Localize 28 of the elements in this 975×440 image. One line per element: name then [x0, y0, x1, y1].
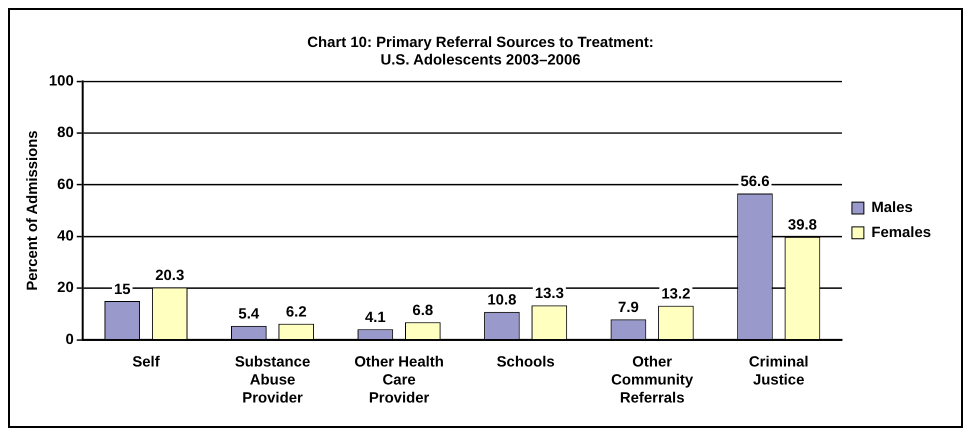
data-label: 15 — [114, 282, 131, 298]
data-label: 10.8 — [487, 292, 516, 309]
data-label: 56.6 — [740, 174, 770, 190]
y-axis-title: Percent of Admissions — [24, 130, 42, 291]
x-tick-label: Self — [132, 354, 160, 371]
y-tick-label: 20 — [57, 280, 74, 296]
chart-title: Chart 10: Primary Referral Sources to Treatment: U.S. Adolescents 2003–2006 — [307, 34, 654, 69]
x-tick-label: Criminal Justice — [748, 354, 809, 389]
y-tick-label: 0 — [65, 332, 74, 348]
legend-label: Females — [871, 224, 932, 241]
data-label: 6.2 — [286, 304, 307, 320]
y-tick-label: 80 — [57, 125, 74, 142]
x-tick-label: Substance Abuse Provider — [234, 354, 310, 406]
y-tick-label: 40 — [57, 228, 74, 245]
data-label: 20.3 — [155, 268, 184, 284]
x-tick-label: Other Health Care Provider — [354, 354, 444, 406]
data-label: 13.2 — [661, 286, 690, 302]
legend-label: Males — [871, 200, 913, 216]
data-label: 13.3 — [534, 286, 564, 302]
data-label: 6.8 — [412, 302, 434, 319]
y-tick-label: 100 — [48, 73, 74, 90]
data-label: 5.4 — [238, 306, 260, 323]
x-tick-label: Schools — [496, 354, 555, 371]
data-label: 39.8 — [788, 218, 817, 234]
data-label: 4.1 — [364, 310, 386, 326]
y-tick-label: 60 — [57, 176, 74, 193]
x-tick-label: Other Community Referrals — [611, 354, 694, 406]
data-label: 7.9 — [618, 300, 639, 316]
